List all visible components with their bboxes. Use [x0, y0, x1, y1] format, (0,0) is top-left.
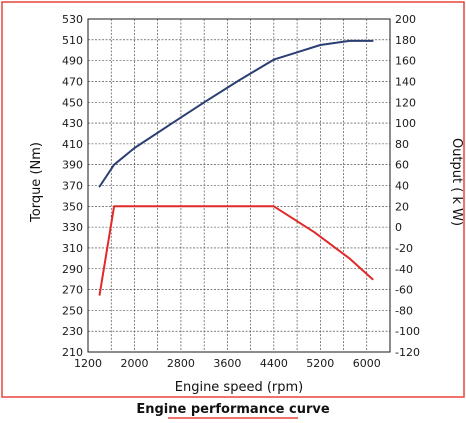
series-layer	[98, 39, 374, 296]
left-y-tick-label: 470	[62, 75, 83, 88]
left-y-tick-label: 530	[62, 13, 83, 26]
torque-series-line	[98, 39, 374, 188]
left-y-tick-label: 210	[62, 346, 83, 359]
left-y-tick-label: 510	[62, 34, 83, 47]
left-y-tick-label: 490	[62, 55, 83, 68]
right-y-tick-label: 20	[395, 200, 409, 213]
right-y-tick-label: -80	[395, 304, 413, 317]
right-y-tick-label: -20	[395, 242, 413, 255]
right-y-tick-label: -60	[395, 284, 413, 297]
right-y-tick-label: -100	[395, 325, 420, 338]
x-tick-label: 3600	[213, 357, 241, 370]
plot-border	[87, 18, 391, 353]
left-y-tick-label: 450	[62, 96, 83, 109]
right-y-tick-label: 80	[395, 138, 409, 151]
right-y-tick-label: -120	[395, 346, 420, 359]
x-tick-label: 2000	[120, 357, 148, 370]
right-y-tick-label: 160	[395, 55, 416, 68]
chart-frame	[1, 1, 465, 398]
left-y-tick-label: 430	[62, 117, 83, 130]
right-y-tick-label: 120	[395, 96, 416, 109]
left-y-tick-label: 330	[62, 221, 83, 234]
left-y-tick-label: 250	[62, 304, 83, 317]
left-y-axis-title: Torque (Nm)	[29, 142, 44, 223]
left-y-tick-label: 310	[62, 242, 83, 255]
left-y-tick-label: 270	[62, 284, 83, 297]
tick-labels: 1200 2000 2800 3600 4400 5200 6000210230250270…	[62, 13, 420, 370]
right-y-tick-label: 100	[395, 117, 416, 130]
left-y-tick-label: 350	[62, 200, 83, 213]
grid-layer	[87, 18, 391, 353]
x-axis-title: Engine speed (rpm)	[175, 380, 304, 395]
right-y-tick-label: 0	[395, 221, 402, 234]
right-y-tick-label: 200	[395, 13, 416, 26]
left-y-tick-label: 290	[62, 263, 83, 276]
x-tick-label: 4400	[260, 357, 288, 370]
left-y-tick-label: 390	[62, 159, 83, 172]
x-tick-label: 5200	[306, 357, 334, 370]
right-y-tick-label: 140	[395, 75, 416, 88]
right-y-tick-label: -40	[395, 263, 413, 276]
left-y-tick-label: 230	[62, 325, 83, 338]
output-series-line	[98, 205, 374, 296]
chart-caption: Engine performance curve	[136, 402, 329, 417]
left-y-tick-label: 370	[62, 180, 83, 193]
right-y-tick-label: 60	[395, 159, 409, 172]
right-y-tick-label: 40	[395, 180, 409, 193]
x-tick-label: 2800	[167, 357, 195, 370]
right-y-axis-title: Output ( k W)	[449, 138, 464, 226]
x-tick-label: 1200	[74, 357, 102, 370]
x-tick-label: 6000	[353, 357, 381, 370]
right-y-tick-label: 180	[395, 34, 416, 47]
left-y-tick-label: 410	[62, 138, 83, 151]
